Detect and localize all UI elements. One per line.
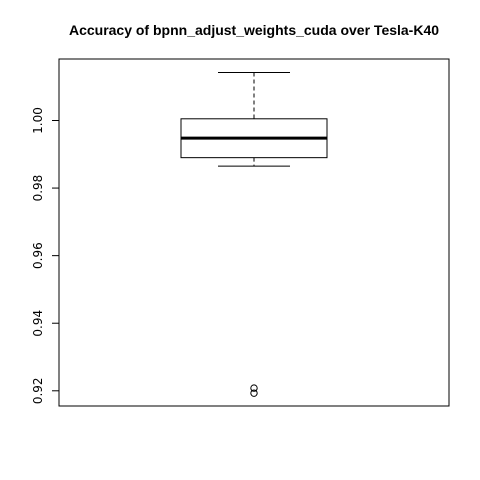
y-tick-label: 0.98 [31, 175, 45, 202]
box-plot [180, 72, 328, 397]
y-tick-label: 0.96 [31, 242, 45, 269]
outlier-point [250, 384, 258, 392]
y-tick-label: 0.92 [31, 377, 45, 404]
y-axis: 0.92 0.94 0.96 0.98 1.00 [31, 107, 60, 404]
y-tick-label: 1.00 [31, 107, 45, 134]
chart-title: Accuracy of bpnn_adjust_weights_cuda ove… [69, 22, 439, 38]
y-tick-label: 0.94 [31, 310, 45, 337]
outlier-point [250, 389, 258, 397]
